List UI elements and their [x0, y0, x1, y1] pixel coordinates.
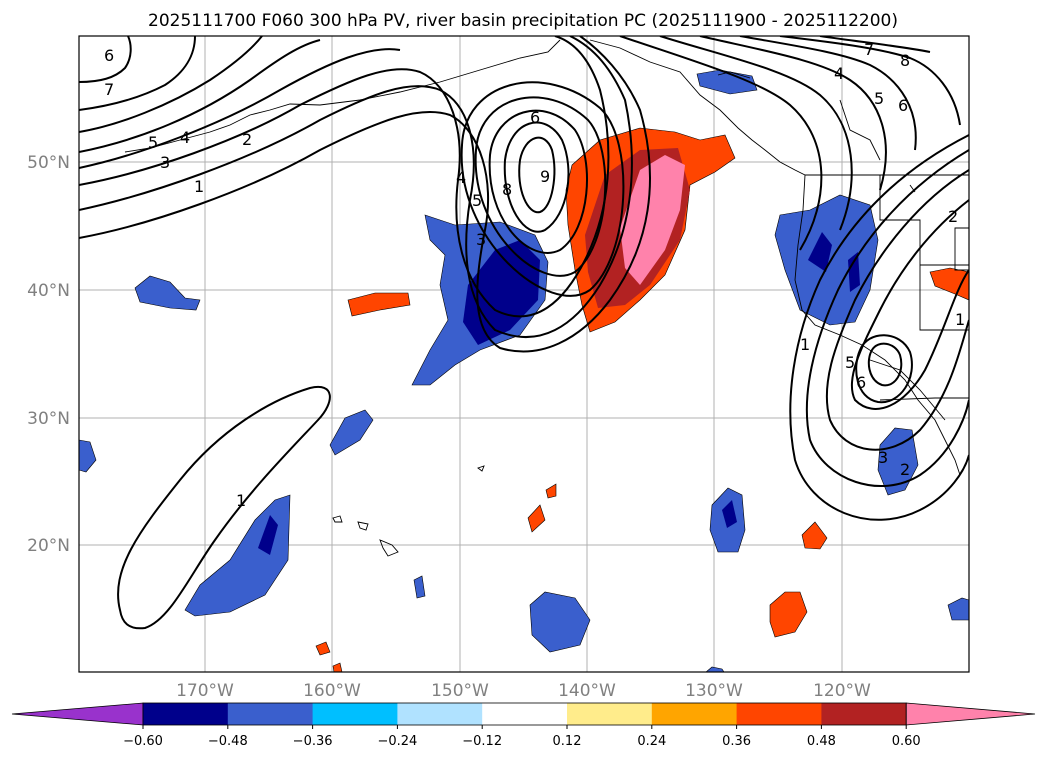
contour-label: 5: [845, 353, 855, 372]
lon-label: 160°W: [303, 681, 361, 701]
contour-label: 1: [800, 335, 810, 354]
lon-label: 170°W: [176, 681, 234, 701]
colorbar-tick-label: −0.48: [208, 734, 248, 749]
contour-label: 5: [148, 133, 158, 152]
lat-label: 50°N: [27, 153, 70, 173]
pv-contours: [79, 36, 969, 630]
contour-label: 6: [104, 46, 114, 65]
lon-label: 140°W: [558, 681, 616, 701]
contour-label: 7: [864, 40, 874, 59]
contour-label: 5: [472, 191, 482, 210]
colorbar-swatch: [227, 703, 314, 725]
colorbar-extend-low: [11, 702, 144, 726]
contour-label: 6: [856, 373, 866, 392]
colorbar-swatch: [143, 703, 229, 725]
contour-label: 8: [900, 51, 910, 70]
colorbar-swatch: [567, 703, 653, 725]
colorbar-swatch: [651, 703, 738, 725]
lon-label: 130°W: [685, 681, 743, 701]
longitude-labels: 170°W 160°W 150°W 140°W 130°W 120°W: [176, 681, 871, 701]
lon-label: 150°W: [431, 681, 489, 701]
colorbar-tick-label: 0.60: [892, 734, 921, 749]
contour-label: 6: [898, 96, 908, 115]
colorbar-frame: [142, 702, 907, 726]
contour-label: 2: [900, 460, 910, 479]
colorbar-tick-label: 0.36: [722, 734, 751, 749]
negative-pc-areas: [79, 69, 969, 672]
contour-label: 4: [456, 168, 466, 187]
contour-label: 3: [160, 153, 170, 172]
colorbar-tick-label: −0.60: [123, 734, 163, 749]
colorbar-tick-label: −0.36: [293, 734, 333, 749]
colorbar-swatch: [736, 703, 822, 725]
colorbar-swatch: [482, 703, 568, 725]
colorbar-swatch: [821, 703, 907, 725]
colorbar-extend-high: [905, 702, 1036, 726]
colorbar-tick-label: 0.48: [807, 734, 836, 749]
contour-label: 3: [878, 448, 888, 467]
contour-label: 3: [476, 230, 486, 249]
contour-label: 5: [874, 89, 884, 108]
colorbar-tick-label: −0.24: [377, 734, 417, 749]
colorbar-swatch: [397, 703, 483, 725]
colorbar: −0.60 −0.48 −0.36 −0.24 −0.12 0.12 0.24 0.36 0.4…: [11, 702, 1036, 749]
colorbar-tick-label: 0.24: [637, 734, 666, 749]
contour-label: 2: [242, 130, 252, 149]
map-title: 2025111700 F060 300 hPa PV, river basin …: [148, 11, 898, 31]
lat-label: 30°N: [27, 409, 70, 429]
contour-label: 1: [955, 310, 965, 329]
lat-label: 40°N: [27, 281, 70, 301]
contour-label: 1: [194, 177, 204, 196]
colorbar-swatch: [312, 703, 398, 725]
map-frame: [78, 35, 970, 673]
contour-label: 8: [502, 180, 512, 199]
colorbar-tick-label: −0.12: [462, 734, 502, 749]
lat-label: 20°N: [27, 536, 70, 556]
contour-labels: 6 7 5 4 3 2 1 6 9 8 4 5 3 7 8 4 5 6 1 5 …: [104, 40, 965, 510]
contour-label: 4: [180, 128, 190, 147]
map-area: [79, 36, 969, 672]
contour-label: 7: [104, 80, 114, 99]
lon-label: 120°W: [813, 681, 871, 701]
contour-label: 6: [530, 108, 540, 127]
latitude-labels: 50°N 40°N 30°N 20°N: [27, 153, 70, 556]
contour-label: 9: [540, 167, 550, 186]
contour-label: 4: [834, 64, 844, 83]
contour-label: 2: [948, 207, 958, 226]
contour-label: 1: [236, 491, 246, 510]
colorbar-tick-label: 0.12: [553, 734, 582, 749]
